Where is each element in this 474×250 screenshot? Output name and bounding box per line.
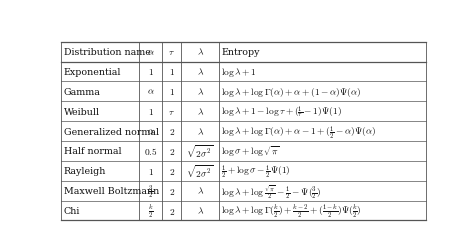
Text: $\log\lambda+1-\log\tau+(\frac{1}{\tau}-1)\Psi(1)$: $\log\lambda+1-\log\tau+(\frac{1}{\tau}-… xyxy=(221,104,342,120)
Text: $\lambda$: $\lambda$ xyxy=(197,67,204,77)
Text: $\frac{3}{2}$: $\frac{3}{2}$ xyxy=(148,182,154,199)
Text: $\lambda$: $\lambda$ xyxy=(197,186,204,196)
Text: Half normal: Half normal xyxy=(64,147,121,156)
Text: Exponential: Exponential xyxy=(64,68,121,77)
Text: $2$: $2$ xyxy=(169,166,175,176)
Text: $2$: $2$ xyxy=(169,186,175,196)
Text: Weibull: Weibull xyxy=(64,107,100,116)
Text: $\log\lambda+\log\Gamma(\alpha)+\alpha-1+(\frac{1}{2}-\alpha)\Psi(\alpha)$: $\log\lambda+\log\Gamma(\alpha)+\alpha-1… xyxy=(221,123,377,140)
Text: $2$: $2$ xyxy=(169,126,175,136)
Text: $\log\lambda+\log\Gamma(\frac{k}{2})+\frac{k-2}{2}+(\frac{1-k}{2})\Psi(\frac{k}{: $\log\lambda+\log\Gamma(\frac{k}{2})+\fr… xyxy=(221,202,362,219)
Text: $\sqrt{2\sigma^2}$: $\sqrt{2\sigma^2}$ xyxy=(186,143,214,160)
Text: $0.5$: $0.5$ xyxy=(144,146,157,157)
Text: $\frac{k}{2}$: $\frac{k}{2}$ xyxy=(148,203,154,219)
Text: $\lambda$: $\lambda$ xyxy=(197,206,204,216)
Text: $\alpha$: $\alpha$ xyxy=(147,127,155,136)
Text: $1$: $1$ xyxy=(169,87,175,97)
Text: Generalized normal: Generalized normal xyxy=(64,127,159,136)
Text: $2$: $2$ xyxy=(169,146,175,156)
Text: $\lambda$: $\lambda$ xyxy=(197,87,204,97)
Text: Maxwell Boltzmann: Maxwell Boltzmann xyxy=(64,186,159,196)
Text: $\sqrt{2\sigma^2}$: $\sqrt{2\sigma^2}$ xyxy=(186,163,214,179)
Text: $\log\lambda+1$: $\log\lambda+1$ xyxy=(221,66,257,79)
Text: Gamma: Gamma xyxy=(64,88,100,96)
Text: $\frac{1}{2}+\log\sigma-\frac{1}{2}\Psi(1)$: $\frac{1}{2}+\log\sigma-\frac{1}{2}\Psi(… xyxy=(221,163,291,180)
Text: $2$: $2$ xyxy=(169,206,175,216)
Text: $\lambda$: $\lambda$ xyxy=(197,126,204,137)
Text: $\lambda$: $\lambda$ xyxy=(197,107,204,117)
Text: $\tau$: $\tau$ xyxy=(168,107,175,116)
Text: $\lambda$: $\lambda$ xyxy=(197,47,204,58)
Text: $1$: $1$ xyxy=(169,67,175,77)
Text: $\log\lambda+\log\frac{\sqrt{\pi}}{2}-\frac{1}{2}-\Psi(\frac{3}{2})$: $\log\lambda+\log\frac{\sqrt{\pi}}{2}-\f… xyxy=(221,182,321,200)
Text: $\log\sigma+\log\sqrt{\pi}$: $\log\sigma+\log\sqrt{\pi}$ xyxy=(221,144,280,158)
Text: $1$: $1$ xyxy=(148,67,154,77)
Text: $1$: $1$ xyxy=(148,166,154,176)
Text: Distribution name: Distribution name xyxy=(64,48,151,57)
Text: Entropy: Entropy xyxy=(221,48,260,57)
Text: Chi: Chi xyxy=(64,206,80,215)
Text: $\alpha$: $\alpha$ xyxy=(147,88,155,96)
Text: $\alpha$: $\alpha$ xyxy=(147,48,155,57)
Text: $\tau$: $\tau$ xyxy=(168,48,175,57)
Text: $\log\lambda+\log\Gamma(\alpha)+\alpha+(1-\alpha)\Psi(\alpha)$: $\log\lambda+\log\Gamma(\alpha)+\alpha+(… xyxy=(221,86,362,98)
Text: Rayleigh: Rayleigh xyxy=(64,167,106,175)
Text: $1$: $1$ xyxy=(148,107,154,117)
